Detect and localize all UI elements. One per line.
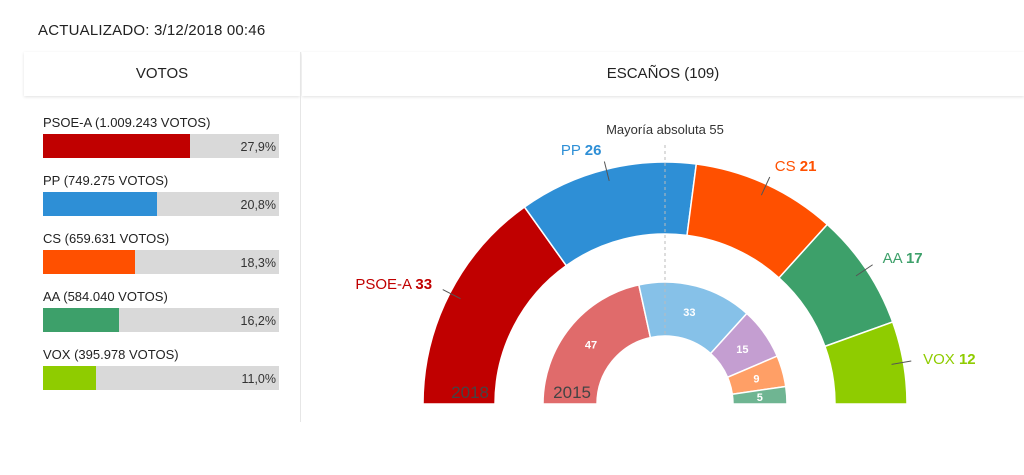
vote-bar-track: 11,0% bbox=[43, 366, 279, 390]
seat-leader-line bbox=[442, 289, 461, 300]
results-panel: VOTOS ESCAÑOS (109) PSOE-A (1.009.243 VO… bbox=[24, 52, 1024, 447]
seat-leader-line bbox=[891, 360, 912, 365]
seat-label: AA 17 bbox=[883, 250, 923, 267]
vote-bar-track: 18,3% bbox=[43, 250, 279, 274]
seat-chart: PSOE-A 33 PP 26 CS 21 AA 17 VOX 12 2018 47 33 15… bbox=[355, 122, 976, 405]
vote-percent: 11,0% bbox=[241, 372, 276, 386]
vote-label: PP (749.275 VOTOS) bbox=[43, 173, 169, 188]
vote-percent: 20,8% bbox=[240, 198, 276, 212]
vote-row-aa: AA (584.040 VOTOS) 16,2% bbox=[43, 288, 303, 346]
seat-value-label: 9 bbox=[753, 373, 759, 385]
vote-list: PSOE-A (1.009.243 VOTOS) 27,9% PP (749.2… bbox=[43, 114, 303, 404]
seat-arc-2015-aa bbox=[731, 385, 788, 405]
vote-row-cs: CS (659.631 VOTOS) 18,3% bbox=[43, 230, 303, 288]
vote-bar-track: 20,8% bbox=[43, 192, 279, 216]
seat-label: PP 26 bbox=[561, 142, 602, 159]
vote-label: VOX (395.978 VOTOS) bbox=[43, 347, 179, 362]
vote-label: CS (659.631 VOTOS) bbox=[43, 231, 170, 246]
ring-year-label: 2018 bbox=[451, 383, 489, 402]
vote-label: PSOE-A (1.009.243 VOTOS) bbox=[43, 115, 211, 130]
update-timestamp: ACTUALIZADO: 3/12/2018 00:46 bbox=[38, 22, 266, 39]
seat-value-label: 47 bbox=[585, 339, 597, 351]
seat-arc-2018-vox bbox=[823, 321, 908, 405]
seat-value-label: 33 bbox=[683, 307, 695, 319]
votes-header: VOTOS bbox=[24, 52, 300, 96]
majority-label: Mayoría absoluta 55 bbox=[606, 122, 724, 137]
seat-leader-line bbox=[760, 176, 771, 196]
seat-value-label: 5 bbox=[757, 392, 763, 404]
vote-percent: 27,9% bbox=[240, 140, 276, 154]
seat-leader-line bbox=[855, 264, 873, 277]
seat-leader-line bbox=[603, 161, 610, 181]
seat-label: VOX 12 bbox=[923, 351, 976, 368]
vote-percent: 16,2% bbox=[240, 314, 276, 328]
seat-label: PSOE-A 33 bbox=[355, 276, 432, 293]
seat-label: CS 21 bbox=[775, 158, 817, 175]
vote-bar-track: 16,2% bbox=[43, 308, 279, 332]
vote-bar-track: 27,9% bbox=[43, 134, 279, 158]
column-divider bbox=[300, 52, 301, 422]
vote-bar-fill bbox=[43, 250, 136, 274]
seat-value-label: 15 bbox=[736, 344, 748, 356]
vote-row-vox: VOX (395.978 VOTOS) 11,0% bbox=[43, 346, 303, 404]
vote-bar-fill bbox=[43, 308, 119, 332]
vote-row-psoe: PSOE-A (1.009.243 VOTOS) 27,9% bbox=[43, 114, 303, 172]
vote-row-pp: PP (749.275 VOTOS) 20,8% bbox=[43, 172, 303, 230]
vote-percent: 18,3% bbox=[240, 256, 276, 270]
vote-bar-fill bbox=[43, 134, 190, 158]
vote-bar-fill bbox=[43, 192, 158, 216]
vote-bar-fill bbox=[43, 366, 97, 390]
ring-year-label: 2015 bbox=[553, 383, 591, 402]
seats-header: ESCAÑOS (109) bbox=[302, 52, 1024, 96]
vote-label: AA (584.040 VOTOS) bbox=[43, 289, 168, 304]
